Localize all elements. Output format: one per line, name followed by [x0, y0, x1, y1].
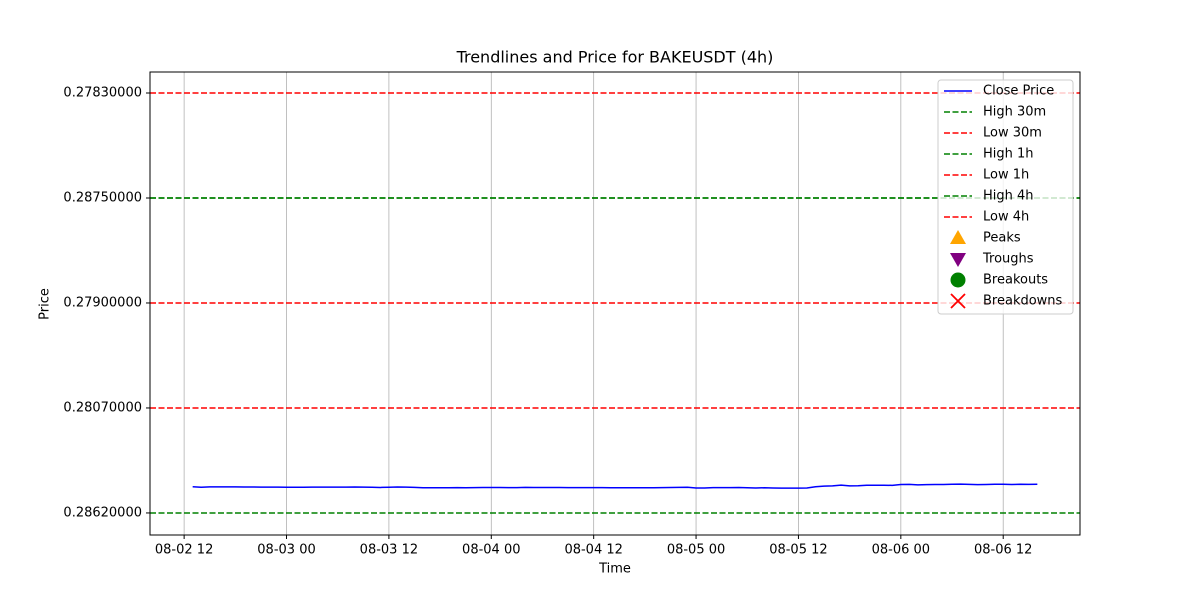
x-axis-label: Time	[598, 562, 631, 577]
legend-marker	[950, 253, 966, 267]
x-tick-label: 08-02 12	[155, 543, 213, 558]
plot-frame	[149, 71, 1081, 536]
legend-marker	[950, 272, 966, 288]
legend-label: Breakouts	[983, 273, 1048, 288]
chart-title: Trendlines and Price for BAKEUSDT (4h)	[456, 48, 774, 67]
legend-marker	[950, 230, 966, 244]
legend-label: High 30m	[983, 105, 1046, 120]
y-tick-label: 0.27830000	[63, 85, 142, 100]
legend-label: Low 1h	[983, 168, 1029, 183]
x-tick-label: 08-06 12	[974, 543, 1032, 558]
legend-label: Peaks	[983, 231, 1021, 246]
x-tick-label: 08-03 12	[360, 543, 418, 558]
price-line	[192, 483, 1038, 489]
x-tick-label: 08-04 00	[462, 543, 520, 558]
x-tick-label: 08-03 00	[257, 543, 315, 558]
x-tick-label: 08-05 12	[769, 543, 827, 558]
legend-label: Breakdowns	[983, 294, 1063, 309]
legend-label: Low 4h	[983, 210, 1029, 225]
legend-label: Low 30m	[983, 126, 1042, 141]
y-tick-label: 0.28750000	[63, 190, 142, 205]
y-axis-label: Price	[38, 288, 53, 320]
x-tick-label: 08-05 00	[667, 543, 725, 558]
x-tick-label: 08-04 12	[564, 543, 622, 558]
legend-box	[937, 79, 1074, 315]
legend-label: Close Price	[983, 84, 1054, 99]
legend-label: High 1h	[983, 147, 1034, 162]
y-tick-label: 0.28620000	[63, 505, 142, 520]
legend-label: Troughs	[982, 252, 1034, 267]
y-tick-label: 0.28070000	[63, 400, 142, 415]
legend-label: High 4h	[983, 189, 1034, 204]
y-tick-label: 0.27900000	[63, 295, 142, 310]
x-tick-label: 08-06 00	[872, 543, 930, 558]
legend-marker	[950, 293, 966, 309]
